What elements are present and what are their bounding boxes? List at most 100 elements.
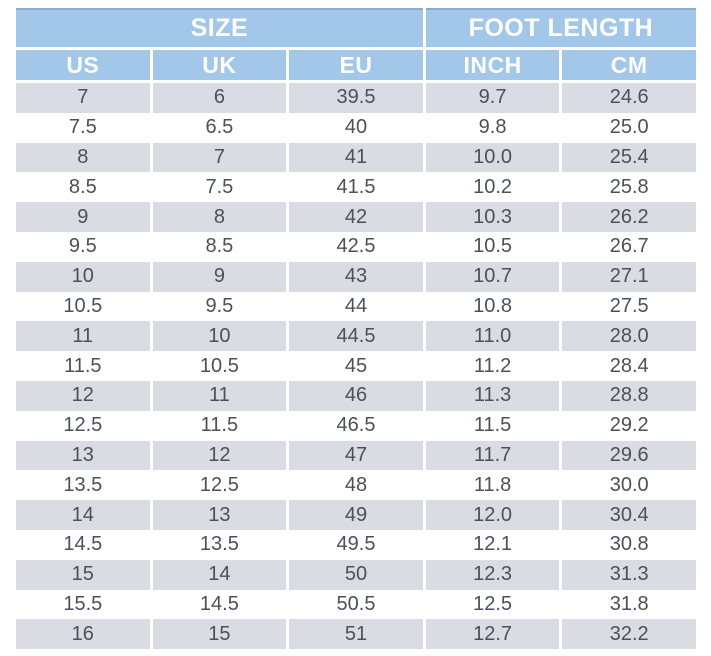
table-row: 13 12 47 11.7 29.6 [13, 440, 699, 471]
column-header-us: US [13, 48, 153, 83]
table-cell: 50 [286, 559, 426, 590]
table-cell: 30.8 [559, 529, 699, 560]
table-cell: 6.5 [149, 112, 290, 143]
table-cell: 11.5 [422, 410, 563, 441]
table-cell: 42.5 [286, 231, 426, 262]
table-cell: 49 [286, 500, 426, 530]
table-cell: 13 [149, 500, 290, 530]
column-header-cm: CM [559, 48, 699, 83]
table-row: 9 8 42 10.3 26.2 [13, 202, 699, 232]
size-conversion-table: SIZE FOOT LENGTH US UK EU INCH CM 7 6 39.5… [13, 8, 700, 650]
table-cell: 9.8 [422, 112, 563, 143]
table-cell: 32.2 [559, 619, 699, 650]
table-cell: 6 [149, 81, 290, 113]
table-cell: 30.4 [559, 500, 699, 530]
table-cell: 12.5 [149, 470, 290, 501]
table-cell: 16 [13, 619, 153, 650]
table-cell: 11.8 [422, 470, 563, 501]
table-cell: 48 [286, 470, 426, 501]
table-row: 12 11 46 11.3 28.8 [13, 380, 699, 411]
table-cell: 43 [286, 261, 426, 292]
table-cell: 25.8 [559, 172, 699, 203]
table-row: 16 15 51 12.7 32.2 [13, 619, 699, 650]
table-cell: 15 [13, 559, 153, 590]
table-cell: 8.5 [149, 231, 290, 262]
table-cell: 7.5 [13, 112, 153, 143]
table-cell: 7.5 [149, 172, 290, 203]
group-header-size: SIZE [13, 8, 426, 50]
table-cell: 50.5 [286, 589, 426, 620]
table-cell: 10.5 [149, 351, 290, 381]
table-cell: 44 [286, 291, 426, 322]
table-row: 11.5 10.5 45 11.2 28.4 [13, 351, 699, 381]
table-cell: 28.4 [559, 351, 699, 381]
table-cell: 41 [286, 142, 426, 173]
table-cell: 8.5 [13, 172, 153, 203]
column-header-row: US UK EU INCH CM [13, 48, 699, 83]
table-cell: 11.7 [422, 440, 563, 471]
table-cell: 26.2 [559, 202, 699, 232]
table-cell: 46.5 [286, 410, 426, 441]
table-row: 10.5 9.5 44 10.8 27.5 [13, 291, 699, 322]
table-cell: 12 [149, 440, 290, 471]
table-cell: 13 [13, 440, 153, 471]
table-cell: 28.8 [559, 380, 699, 411]
table-cell: 11.2 [422, 351, 563, 381]
table-cell: 31.8 [559, 589, 699, 620]
table-cell: 25.4 [559, 142, 699, 173]
table-cell: 9 [149, 261, 290, 292]
table-cell: 12.5 [13, 410, 153, 441]
group-header-foot-length: FOOT LENGTH [422, 8, 700, 50]
table-row: 11 10 44.5 11.0 28.0 [13, 321, 699, 352]
table-cell: 46 [286, 380, 426, 411]
table-row: 14.5 13.5 49.5 12.1 30.8 [13, 529, 699, 560]
table-row: 9.5 8.5 42.5 10.5 26.7 [13, 231, 699, 262]
table-header: SIZE FOOT LENGTH US UK EU INCH CM [13, 8, 700, 83]
table-cell: 31.3 [559, 559, 699, 590]
table-cell: 10.7 [422, 261, 563, 292]
table-cell: 49.5 [286, 529, 426, 560]
table-cell: 12.7 [422, 619, 563, 650]
table-row: 8 7 41 10.0 25.4 [13, 142, 699, 173]
table-row: 7 6 39.5 9.7 24.6 [13, 81, 699, 113]
table-cell: 10 [149, 321, 290, 352]
table-row: 12.5 11.5 46.5 11.5 29.2 [13, 410, 699, 441]
table-row: 15 14 50 12.3 31.3 [13, 559, 699, 590]
table-cell: 10.3 [422, 202, 563, 232]
table-cell: 12.3 [422, 559, 563, 590]
table-cell: 10 [13, 261, 153, 292]
table-cell: 39.5 [286, 81, 426, 113]
table-cell: 28.0 [559, 321, 699, 352]
table-cell: 25.0 [559, 112, 699, 143]
table-cell: 12 [13, 380, 153, 411]
table-cell: 27.1 [559, 261, 699, 292]
table-row: 13.5 12.5 48 11.8 30.0 [13, 470, 699, 501]
table-cell: 11.0 [422, 321, 563, 352]
table-cell: 10.5 [13, 291, 153, 322]
table-cell: 51 [286, 619, 426, 650]
column-header-uk: UK [149, 48, 290, 83]
table-cell: 42 [286, 202, 426, 232]
table-cell: 11 [13, 321, 153, 352]
table-cell: 10.8 [422, 291, 563, 322]
table-cell: 26.7 [559, 231, 699, 262]
table-cell: 11.3 [422, 380, 563, 411]
table-cell: 14 [13, 500, 153, 530]
table-cell: 15 [149, 619, 290, 650]
table-cell: 7 [13, 81, 153, 113]
table-cell: 9.7 [422, 81, 563, 113]
column-header-eu: EU [286, 48, 426, 83]
table-cell: 15.5 [13, 589, 153, 620]
table-cell: 8 [13, 142, 153, 173]
table-cell: 30.0 [559, 470, 699, 501]
table-row: 15.5 14.5 50.5 12.5 31.8 [13, 589, 699, 620]
table-cell: 10.0 [422, 142, 563, 173]
table-cell: 9.5 [13, 231, 153, 262]
column-header-inch: INCH [422, 48, 563, 83]
table-body: 7 6 39.5 9.7 24.6 7.5 6.5 40 9.8 25.0 8 7 41 10.0 25.4… [13, 81, 699, 650]
table-cell: 9 [13, 202, 153, 232]
table-cell: 11.5 [149, 410, 290, 441]
table-cell: 10.5 [422, 231, 563, 262]
table-row: 14 13 49 12.0 30.4 [13, 500, 699, 530]
